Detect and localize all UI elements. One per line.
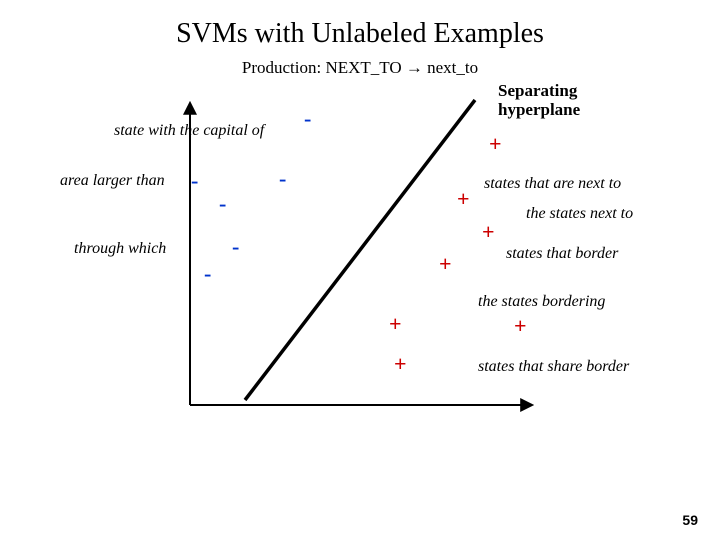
example-label-pos-3: states that border [506, 245, 618, 263]
example-label-pos-4: the states bordering [478, 293, 605, 311]
hyperplane-line [245, 100, 475, 400]
minus-point: - [191, 168, 198, 194]
example-label-pos-2: the states next to [526, 205, 633, 223]
plus-point: + [482, 219, 495, 245]
diagram-svg [0, 0, 720, 540]
plus-point: + [489, 131, 502, 157]
plus-point: + [514, 313, 527, 339]
plus-point: + [389, 311, 402, 337]
plus-point: + [439, 251, 452, 277]
example-label-pos-6: states that share border [478, 358, 629, 376]
minus-point: - [304, 106, 311, 132]
minus-point: - [279, 166, 286, 192]
example-label-neg-1: area larger than [60, 172, 165, 190]
minus-point: - [204, 261, 211, 287]
example-label-pos-1: states that are next to [484, 175, 621, 193]
example-label-neg-4: through which [74, 240, 166, 258]
minus-point: - [232, 234, 239, 260]
minus-point: - [219, 191, 226, 217]
hyperplane-label-line2: hyperplane [498, 100, 580, 119]
hyperplane-label: Separating hyperplane [498, 82, 580, 119]
example-label-neg-0: state with the capital of [114, 122, 264, 140]
hyperplane-label-line1: Separating [498, 81, 577, 100]
plus-point: + [457, 186, 470, 212]
plus-point: + [394, 351, 407, 377]
page-number: 59 [682, 512, 698, 528]
